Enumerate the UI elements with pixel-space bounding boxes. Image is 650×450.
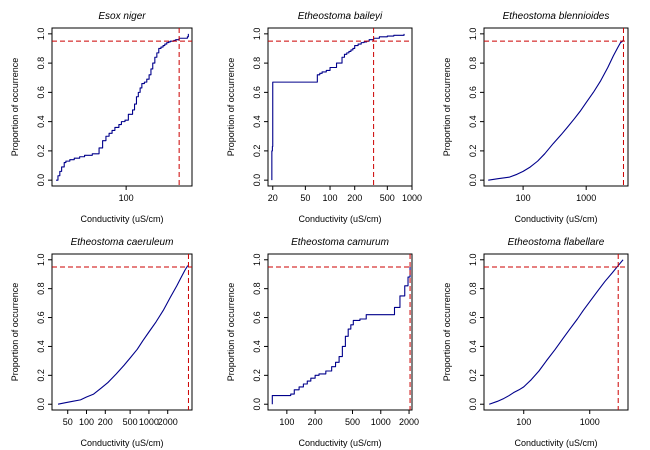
y-tick-label: 0.6 xyxy=(252,86,262,99)
series-line xyxy=(57,265,189,405)
x-axis-label: Conductivity (uS/cm) xyxy=(80,438,163,448)
panel-title: Esox niger xyxy=(98,11,146,22)
y-axis-label: Proportion of occurrence xyxy=(226,283,236,382)
panel-title: Etheostoma blennioides xyxy=(503,11,610,22)
x-tick-label: 1000 xyxy=(371,417,391,427)
x-tick-label: 200 xyxy=(98,417,113,427)
y-tick-label: 0.0 xyxy=(36,398,46,411)
y-tick-label: 0.2 xyxy=(36,145,46,158)
x-tick-label: 200 xyxy=(308,417,323,427)
y-tick-label: 1.0 xyxy=(252,254,262,267)
y-tick-label: 1.0 xyxy=(36,28,46,41)
y-tick-label: 0.6 xyxy=(36,311,46,324)
y-tick-label: 0.2 xyxy=(252,145,262,158)
y-axis-label: Proportion of occurrence xyxy=(10,283,20,382)
x-axis-label: Conductivity (uS/cm) xyxy=(80,214,163,224)
x-tick-label: 50 xyxy=(63,417,73,427)
y-tick-label: 1.0 xyxy=(468,254,478,267)
y-tick-label: 0.0 xyxy=(36,174,46,187)
x-tick-label: 1000 xyxy=(402,193,422,203)
y-tick-label: 0.6 xyxy=(36,86,46,99)
y-tick-label: 0.4 xyxy=(36,340,46,353)
x-axis-label: Conductivity (uS/cm) xyxy=(298,214,381,224)
y-tick-label: 1.0 xyxy=(252,28,262,41)
panel-1: Esox niger 100 0.0 0.2 0.4 0.6 0.8 1.0 Conductiv… xyxy=(10,11,193,224)
x-tick-label: 500 xyxy=(380,193,395,203)
series-line xyxy=(488,39,624,181)
y-axis-label: Proportion of occurrence xyxy=(442,283,452,382)
y-tick-label: 0.4 xyxy=(468,115,478,128)
y-tick-label: 0.8 xyxy=(36,282,46,295)
x-tick-label: 200 xyxy=(347,193,362,203)
y-axis-label: Proportion of occurrence xyxy=(226,58,236,157)
y-tick-label: 0.4 xyxy=(36,115,46,128)
x-tick-label: 1000 xyxy=(580,417,600,427)
x-tick-label: 2000 xyxy=(399,417,419,427)
x-tick-label: 50 xyxy=(300,193,310,203)
y-tick-label: 0.8 xyxy=(468,57,478,70)
y-tick-label: 0.2 xyxy=(36,369,46,382)
x-axis-label: Conductivity (uS/cm) xyxy=(514,438,597,448)
y-tick-label: 0.2 xyxy=(252,369,262,382)
panel-6: Etheostoma flabellare 100 1000 0.0 0.2 0.4 0.6… xyxy=(442,237,629,448)
plot-frame xyxy=(51,27,193,187)
panel-title: Etheostoma flabellare xyxy=(508,237,605,248)
y-tick-label: 0.0 xyxy=(468,174,478,187)
plot-frame xyxy=(267,27,413,187)
y-axis-label: Proportion of occurrence xyxy=(442,58,452,157)
plot-frame xyxy=(483,27,629,187)
y-tick-label: 0.8 xyxy=(468,282,478,295)
x-tick-label: 1000 xyxy=(139,417,159,427)
x-tick-label: 500 xyxy=(345,417,360,427)
x-axis-label: Conductivity (uS/cm) xyxy=(514,214,597,224)
y-tick-label: 0.0 xyxy=(468,398,478,411)
series-line xyxy=(489,259,624,405)
y-tick-label: 0.6 xyxy=(468,311,478,324)
x-tick-label: 100 xyxy=(279,417,294,427)
plot-frame xyxy=(267,253,413,411)
y-axis-label: Proportion of occurrence xyxy=(10,58,20,157)
series-line xyxy=(271,267,411,405)
x-tick-label: 100 xyxy=(119,193,134,203)
y-tick-label: 1.0 xyxy=(36,254,46,267)
series-line xyxy=(271,33,405,181)
panel-title: Etheostoma caeruleum xyxy=(71,237,174,248)
y-tick-label: 0.2 xyxy=(468,369,478,382)
x-tick-label: 100 xyxy=(516,417,531,427)
panel-title: Etheostoma camurum xyxy=(291,237,389,248)
plot-frame xyxy=(51,253,193,411)
y-tick-label: 0.0 xyxy=(252,174,262,187)
y-tick-label: 0.0 xyxy=(252,398,262,411)
y-tick-label: 1.0 xyxy=(468,28,478,41)
x-tick-label: 500 xyxy=(123,417,138,427)
y-tick-label: 0.8 xyxy=(36,57,46,70)
panel-title: Etheostoma baileyi xyxy=(298,11,383,22)
y-tick-label: 0.2 xyxy=(468,145,478,158)
y-tick-label: 0.4 xyxy=(252,340,262,353)
plot-frame xyxy=(483,253,629,411)
x-tick-label: 2000 xyxy=(158,417,178,427)
y-tick-label: 0.6 xyxy=(468,86,478,99)
x-tick-label: 100 xyxy=(323,193,338,203)
series-line xyxy=(56,33,189,181)
y-tick-label: 0.4 xyxy=(468,340,478,353)
y-tick-label: 0.8 xyxy=(252,282,262,295)
x-tick-label: 100 xyxy=(516,193,531,203)
x-tick-label: 20 xyxy=(268,193,278,203)
panel-2: Etheostoma baileyi 20 50 100 200 500 1000 0.0 0.… xyxy=(226,11,422,224)
y-tick-label: 0.4 xyxy=(252,115,262,128)
x-tick-label: 1000 xyxy=(576,193,596,203)
x-tick-label: 100 xyxy=(79,417,94,427)
y-tick-label: 0.8 xyxy=(252,57,262,70)
x-axis-label: Conductivity (uS/cm) xyxy=(298,438,381,448)
panel-5: Etheostoma camurum 100 200 500 1000 2000 0.0 0.… xyxy=(226,237,419,448)
panel-3: Etheostoma blennioides 100 1000 0.0 0.2 0.4 0.… xyxy=(442,11,629,224)
y-tick-label: 0.6 xyxy=(252,311,262,324)
